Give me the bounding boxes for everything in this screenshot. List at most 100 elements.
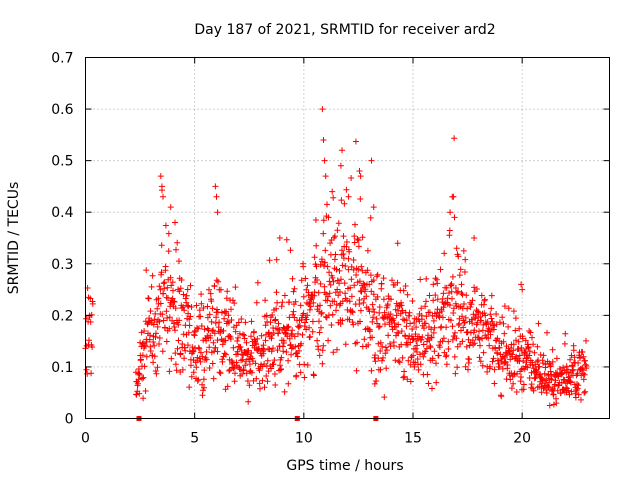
- data-point: [208, 298, 215, 305]
- data-point: [309, 328, 316, 335]
- data-point: [574, 381, 580, 387]
- data-point: [550, 391, 557, 398]
- data-point: [572, 390, 579, 397]
- data-point: [314, 277, 320, 283]
- data-point: [277, 362, 283, 369]
- data-point: [302, 319, 309, 326]
- data-point: [395, 321, 402, 328]
- data-point: [496, 364, 503, 370]
- data-point: [570, 347, 577, 354]
- data-point: [249, 355, 256, 362]
- data-point: [181, 307, 188, 314]
- data-point: [359, 267, 366, 274]
- data-point: [291, 285, 298, 292]
- grid: [85, 57, 610, 419]
- data-point: [333, 266, 340, 273]
- data-point: [445, 346, 452, 352]
- data-point: [443, 324, 450, 331]
- data-point: [507, 376, 514, 383]
- data-point: [222, 337, 229, 344]
- plot-frame: [85, 57, 610, 419]
- data-point: [552, 377, 559, 384]
- data-point: [433, 360, 439, 367]
- x-tick-label: 0: [81, 431, 90, 447]
- data-point: [195, 325, 202, 332]
- data-point: [448, 281, 455, 287]
- data-point: [447, 209, 454, 216]
- data-point: [243, 339, 250, 346]
- data-point: [414, 342, 421, 349]
- data-point: [263, 312, 270, 319]
- data-point: [480, 301, 487, 308]
- data-point: [158, 183, 165, 190]
- data-point: [572, 394, 579, 401]
- data-point: [181, 355, 188, 362]
- y-tick-label: 0.6: [51, 102, 73, 118]
- data-point: [480, 349, 487, 356]
- data-point: [371, 380, 378, 387]
- data-point: [575, 360, 582, 366]
- data-point: [326, 269, 333, 276]
- data-point: [216, 369, 223, 376]
- data-point: [195, 344, 202, 351]
- data-point: [473, 286, 480, 292]
- data-point: [185, 329, 192, 336]
- data-point: [543, 390, 550, 396]
- data-point: [348, 293, 355, 300]
- data-point: [212, 344, 219, 351]
- data-point: [215, 278, 222, 285]
- data-point: [158, 242, 165, 249]
- data-point: [385, 332, 392, 339]
- data-point: [369, 318, 376, 325]
- data-point: [451, 135, 458, 142]
- data-point: [356, 297, 363, 303]
- data-point: [352, 138, 359, 145]
- data-point: [147, 308, 154, 315]
- data-point: [529, 334, 535, 341]
- data-point: [319, 106, 326, 113]
- data-point: [179, 341, 186, 347]
- data-point: [173, 246, 179, 253]
- data-point: [319, 258, 326, 265]
- data-point: [147, 348, 154, 354]
- data-point: [449, 273, 456, 280]
- data-point: [210, 375, 217, 382]
- data-point: [461, 301, 467, 307]
- data-point: [335, 220, 342, 227]
- data-point: [581, 389, 588, 396]
- data-point: [466, 342, 473, 349]
- data-point: [391, 320, 398, 327]
- data-point: [420, 353, 427, 360]
- data-point: [582, 388, 589, 395]
- data-point: [431, 324, 438, 331]
- data-point: [137, 356, 144, 363]
- data-point: [574, 370, 581, 377]
- data-point: [310, 299, 317, 306]
- data-point: [136, 371, 143, 378]
- data-point: [378, 280, 385, 287]
- data-point: [339, 317, 346, 324]
- data-point: [280, 348, 287, 355]
- data-point: [575, 391, 582, 398]
- data-point: [311, 289, 318, 296]
- data-point: [268, 365, 275, 372]
- data-point: [449, 295, 455, 302]
- data-point: [403, 317, 410, 323]
- data-point: [353, 367, 360, 374]
- data-point: [198, 300, 205, 307]
- data-point: [397, 310, 404, 317]
- data-point: [542, 377, 548, 384]
- data-point: [474, 308, 481, 315]
- data-point: [394, 240, 401, 247]
- data-point: [211, 283, 218, 290]
- data-point: [492, 345, 499, 352]
- data-point: [349, 309, 356, 316]
- data-point: [283, 236, 290, 243]
- data-point: [321, 157, 328, 164]
- data-point: [248, 350, 255, 356]
- data-point: [577, 354, 584, 361]
- data-point: [159, 311, 166, 318]
- data-point: [176, 288, 183, 295]
- data-point: [315, 289, 322, 296]
- data-point: [141, 363, 148, 370]
